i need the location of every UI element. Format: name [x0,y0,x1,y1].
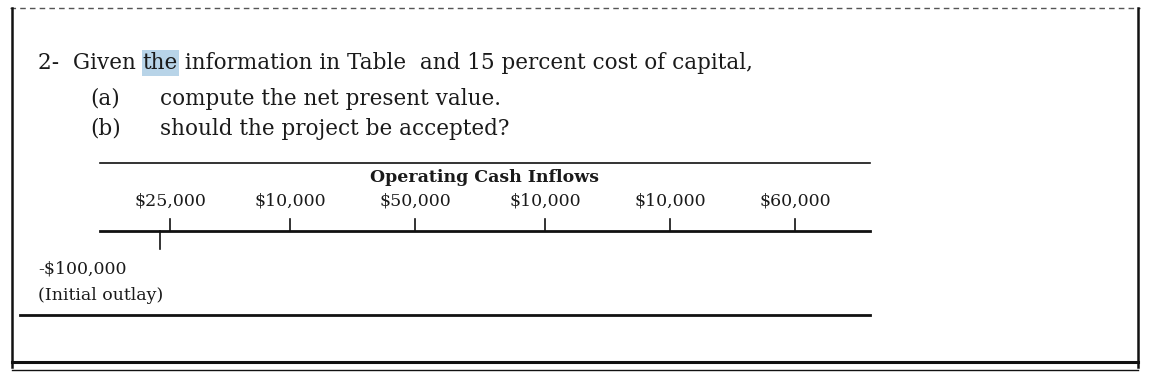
Text: (b): (b) [90,118,121,140]
Text: $60,000: $60,000 [759,193,830,210]
Text: $10,000: $10,000 [254,193,325,210]
Text: $25,000: $25,000 [135,193,206,210]
Text: 2-  Given: 2- Given [38,52,143,74]
Text: (a): (a) [90,88,120,110]
Text: the: the [143,52,178,74]
Text: $50,000: $50,000 [380,193,451,210]
Text: should the project be accepted?: should the project be accepted? [160,118,509,140]
Text: information in Table  and 15 percent cost of capital,: information in Table and 15 percent cost… [178,52,753,74]
Text: compute the net present value.: compute the net present value. [160,88,501,110]
Text: $10,000: $10,000 [509,193,581,210]
Text: $10,000: $10,000 [634,193,706,210]
Text: Operating Cash Inflows: Operating Cash Inflows [370,169,599,186]
Bar [141,50,179,76]
Text: -$100,000: -$100,000 [38,261,126,278]
Text: (Initial outlay): (Initial outlay) [38,287,163,304]
